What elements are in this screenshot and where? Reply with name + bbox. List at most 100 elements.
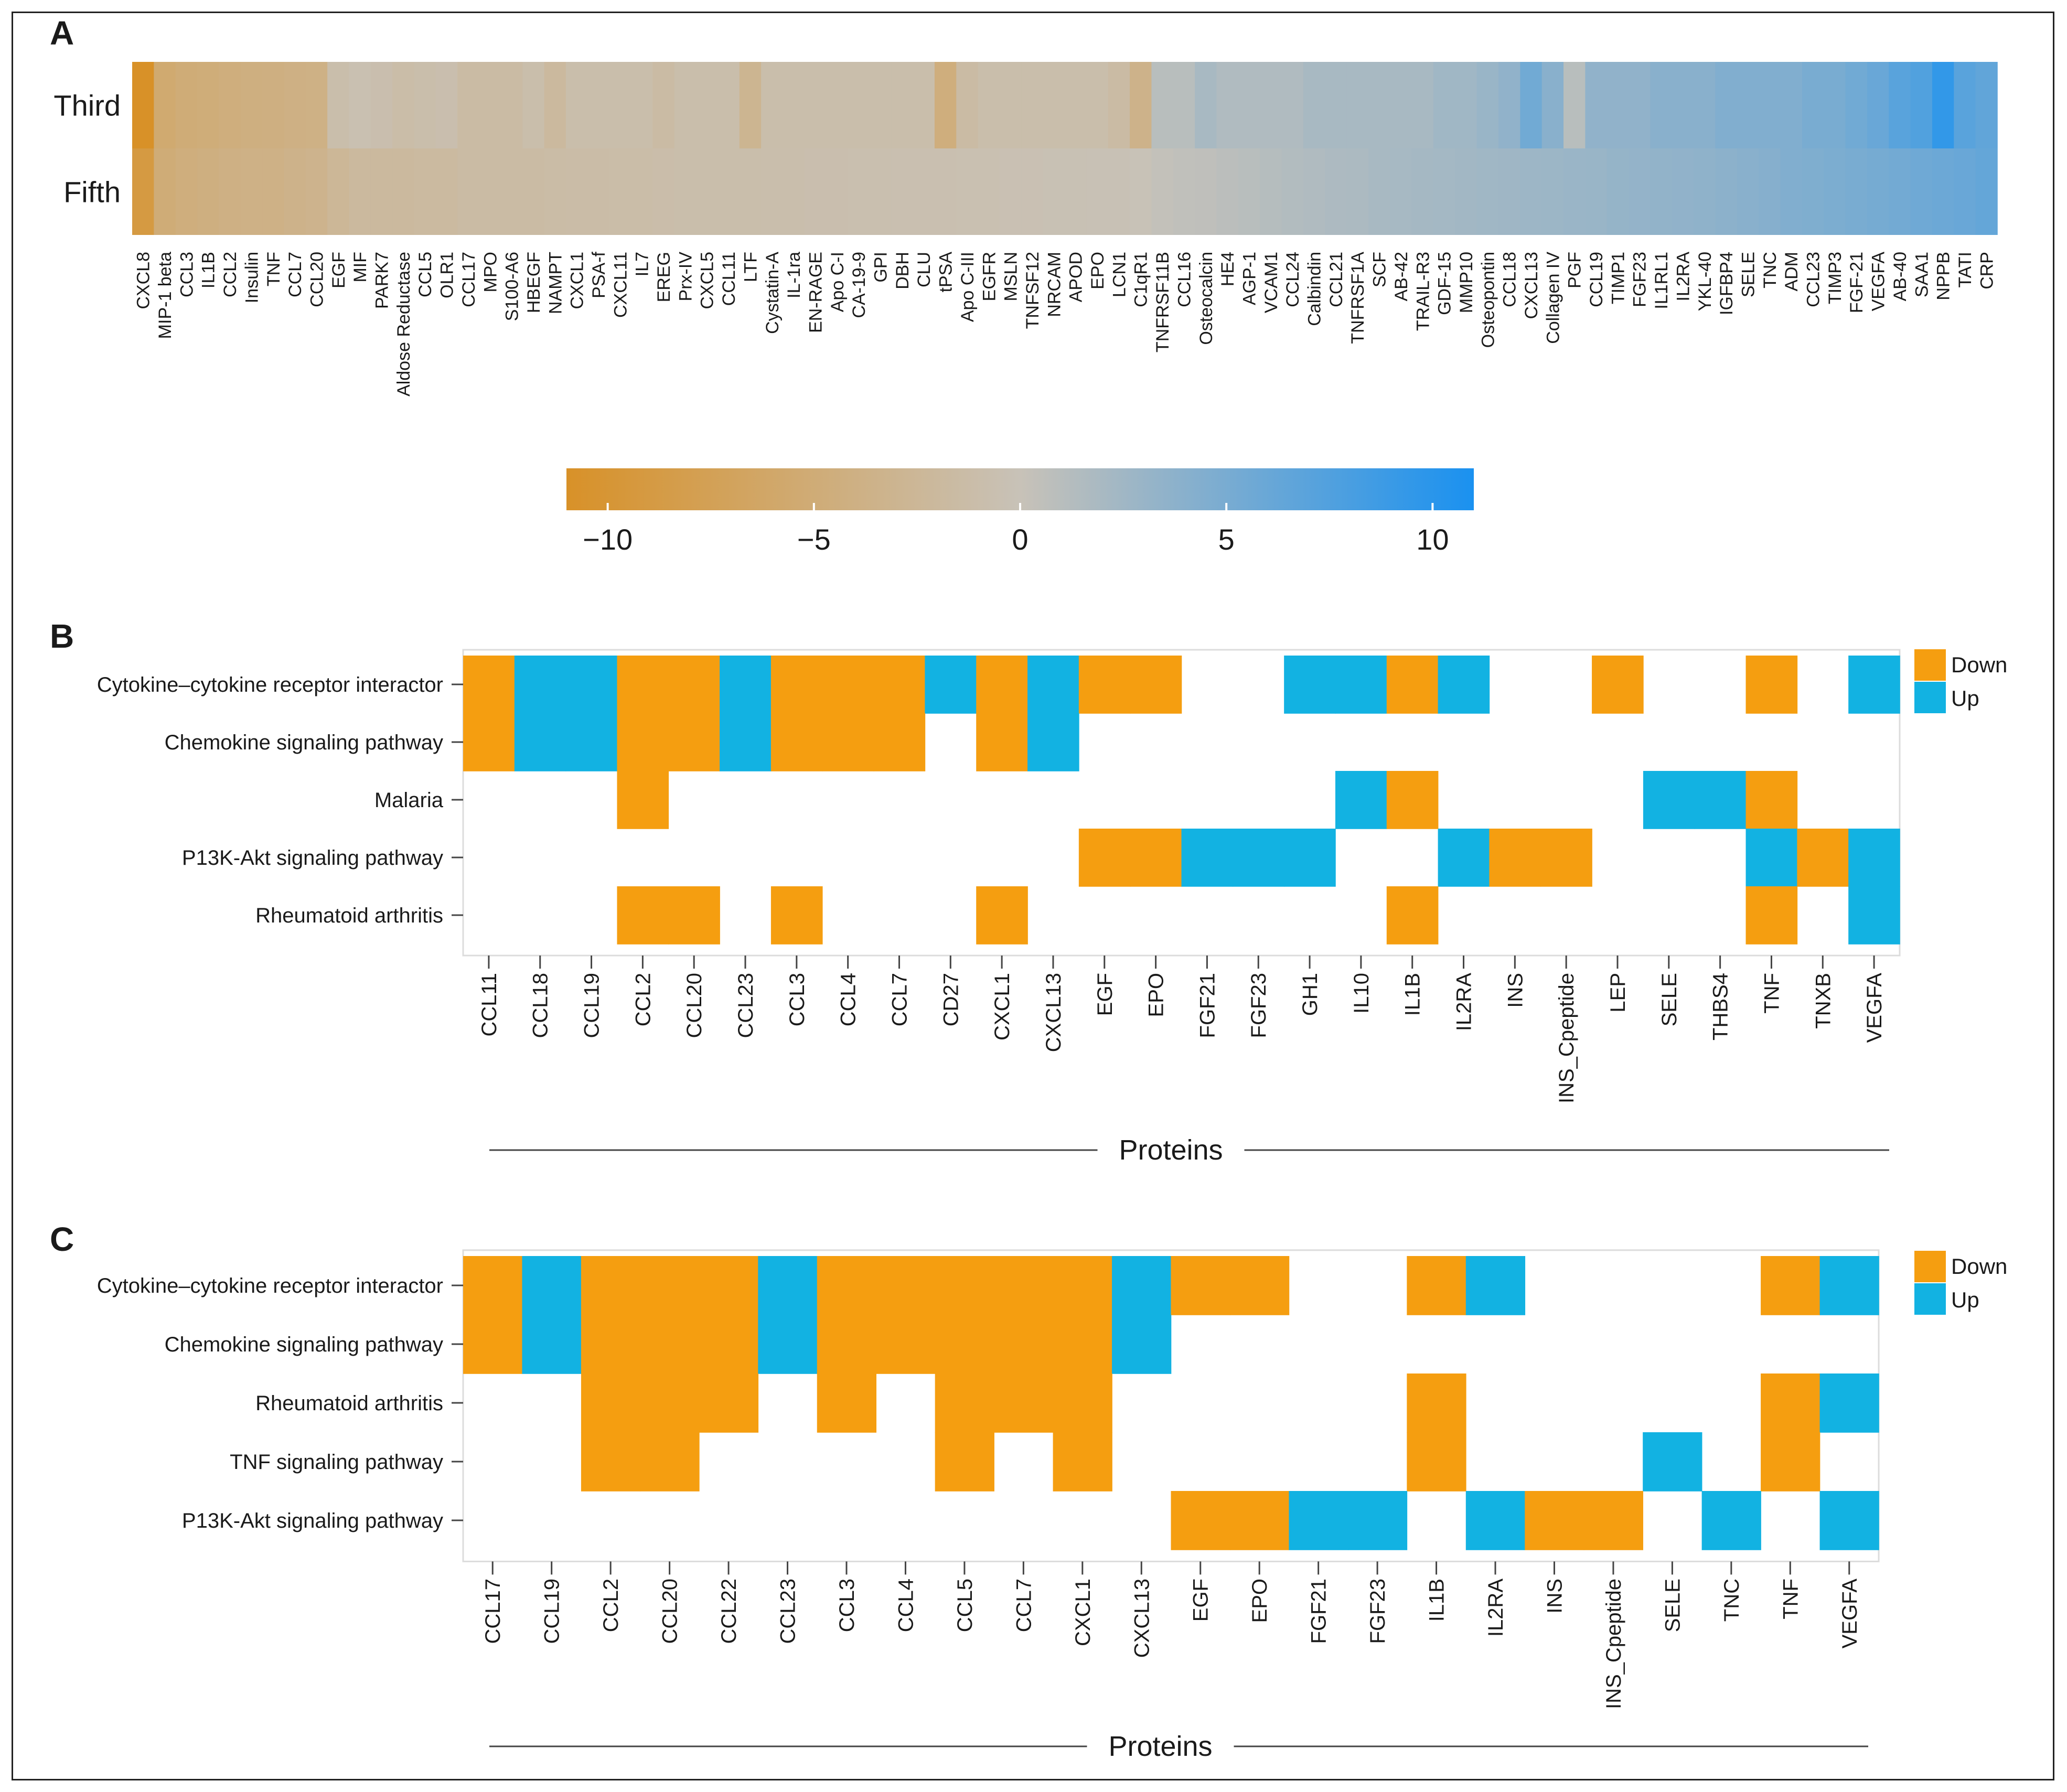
panel-b-cell — [1233, 829, 1284, 887]
panel-a-col-label: TATI — [1955, 252, 1975, 288]
panel-c-cell — [1819, 1256, 1879, 1315]
panel-a-col-label: MMP10 — [1456, 252, 1476, 313]
panel-a-cell — [869, 62, 892, 148]
panel-b-col-label: FGF23 — [1247, 973, 1270, 1038]
panel-a-cell — [349, 62, 371, 148]
panel-b-col-label: CXCL1 — [991, 973, 1014, 1040]
panel-c-col-label: CCL2 — [599, 1579, 623, 1632]
panel-a-cell — [1065, 148, 1087, 235]
panel-b-col-label: CD27 — [939, 973, 962, 1026]
panel-a-cell — [1476, 62, 1499, 148]
panel-b-legend-down-swatch — [1914, 649, 1946, 681]
panel-a-cell — [1476, 148, 1499, 235]
panel-b-cell — [822, 713, 874, 771]
panel-c-cell — [935, 1373, 994, 1433]
panel-a-cell — [978, 148, 1000, 235]
panel-a-cell — [1173, 62, 1195, 148]
panel-b-cell — [873, 656, 926, 714]
panel-b-cell — [1438, 829, 1490, 887]
panel-a-cell — [219, 62, 241, 148]
colorbar-tick-label: 5 — [1218, 523, 1235, 556]
panel-c-col-label: SELE — [1661, 1579, 1684, 1632]
panel-b-col-label: CCL11 — [478, 973, 501, 1037]
panel-a-cell — [1845, 148, 1868, 235]
panel-a-col-label: CCL19 — [1587, 252, 1607, 307]
panel-c-col-label: INS_Cpeptide — [1602, 1579, 1625, 1709]
panel-b-cell — [1848, 656, 1900, 714]
panel-c-cell — [463, 1256, 523, 1315]
panel-c-legend-down-swatch — [1914, 1251, 1946, 1282]
panel-b-cell — [822, 656, 874, 714]
panel-c-cell — [1761, 1373, 1820, 1433]
panel-a-col-label: AGP-1 — [1240, 252, 1260, 305]
panel-a-cell — [1216, 62, 1239, 148]
panel-b-row-label: P13K-Akt signaling pathway — [182, 846, 443, 870]
panel-b-cell — [1027, 656, 1079, 714]
panel-a-row-label: Fifth — [63, 176, 121, 209]
panel-a-cell — [1585, 148, 1608, 235]
panel-c-cell — [640, 1432, 700, 1491]
panel-a-col-label: IL2RA — [1673, 252, 1693, 302]
panel-a-col-label: Prx-IV — [676, 252, 695, 302]
panel-a-cell — [696, 62, 719, 148]
panel-a-cell — [652, 148, 675, 235]
panel-a-cell — [826, 62, 849, 148]
panel-a-col-label: EGF — [329, 252, 349, 288]
panel-a-cell — [1281, 148, 1304, 235]
panel-c-row-label: Chemokine signaling pathway — [165, 1333, 443, 1356]
panel-c-cell — [522, 1315, 582, 1374]
panel-c-cell — [1053, 1373, 1112, 1433]
panel-a-cell — [1303, 148, 1325, 235]
panel-c-cell — [1407, 1432, 1466, 1491]
panel-a-cell — [1411, 148, 1434, 235]
panel-a-col-label: NPPB — [1934, 252, 1954, 301]
panel-b-cell — [873, 713, 926, 771]
panel-b-cell — [1335, 656, 1387, 714]
panel-b-col-label: EPO — [1145, 973, 1168, 1017]
panel-c-cell — [1583, 1491, 1643, 1550]
panel-a-cell — [934, 62, 957, 148]
panel-b-cell — [1745, 771, 1798, 829]
panel-a-cell — [197, 62, 220, 148]
panel-a-col-label: Collagen IV — [1543, 252, 1563, 344]
panel-a-cell — [1065, 62, 1087, 148]
panel-a-cell — [1433, 62, 1456, 148]
panel-a-cell — [1780, 62, 1803, 148]
panel-c-cell — [1171, 1256, 1230, 1315]
panel-b-cell — [976, 656, 1028, 714]
panel-a-cell — [1650, 148, 1673, 235]
panel-a-cell — [1737, 62, 1759, 148]
panel-b-cell — [1489, 829, 1541, 887]
panel-a-cell — [500, 62, 523, 148]
panel-c-row-label: Cytokine–cytokine receptor interactor — [97, 1274, 443, 1297]
panel-a-cell — [999, 62, 1022, 148]
panel-a-col-label: CRP — [1977, 252, 1997, 289]
panel-b-col-label: CCL7 — [888, 973, 912, 1026]
panel-a-col-label: TNFSF12 — [1023, 252, 1043, 329]
panel-b-cell — [976, 886, 1028, 945]
panel-a-col-label: EGFR — [979, 252, 999, 301]
panel-a-cell — [1130, 148, 1152, 235]
panel-b-col-label: EGF — [1094, 973, 1117, 1016]
panel-c-cell — [876, 1256, 936, 1315]
panel-b-col-label: CCL23 — [734, 973, 757, 1038]
panel-a-cell — [1694, 62, 1716, 148]
panel-a-col-label: YKL-40 — [1695, 252, 1715, 311]
panel-c-cell — [581, 1256, 641, 1315]
panel-a-cell — [1607, 62, 1629, 148]
panel-a-cell — [717, 62, 740, 148]
panel-b-col-label: IL2RA — [1453, 973, 1476, 1031]
panel-c-cell — [1525, 1491, 1584, 1550]
panel-a-col-label: DBH — [893, 252, 913, 289]
panel-a-col-label: NAMPT — [545, 252, 565, 314]
panel-a-col-label: FGF-21 — [1847, 252, 1867, 313]
panel-a-cell — [1541, 148, 1564, 235]
panel-a-cell — [631, 148, 654, 235]
panel-a-col-label: CCL23 — [1804, 252, 1824, 307]
panel-a-col-label: VCAM1 — [1261, 252, 1281, 313]
panel-a-cell — [739, 148, 762, 235]
panel-a-cell — [1455, 62, 1477, 148]
panel-b-col-label: IL1B — [1401, 973, 1425, 1016]
panel-a-col-label: Calbindin — [1305, 252, 1325, 326]
panel-a-cell — [1607, 148, 1629, 235]
